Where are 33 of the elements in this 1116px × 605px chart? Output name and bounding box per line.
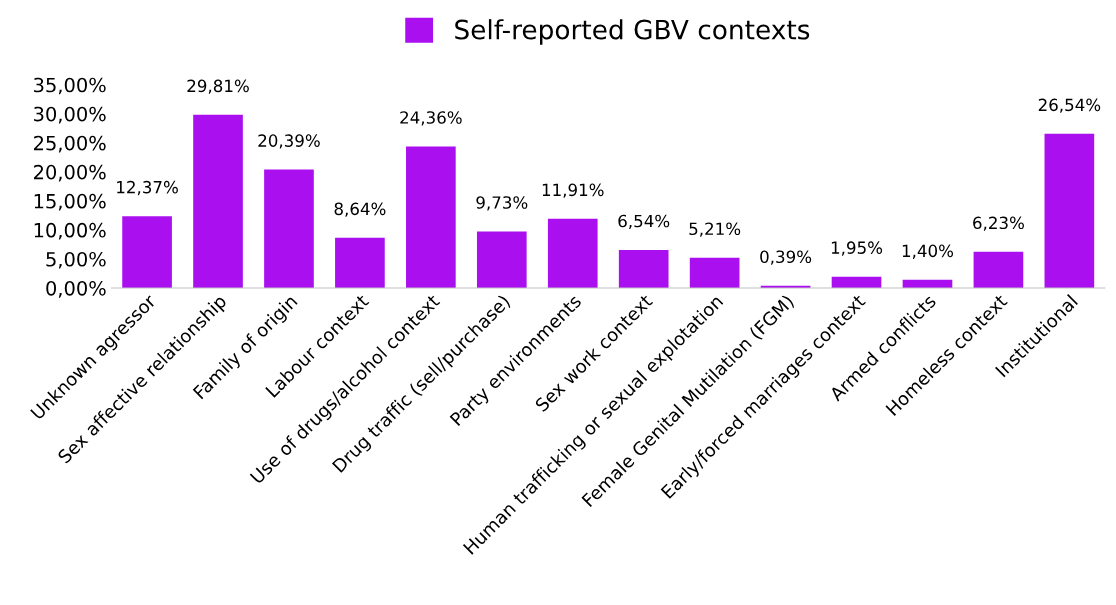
data-label: 26,54% xyxy=(1038,98,1101,113)
bar xyxy=(122,216,172,288)
data-label: 1,95% xyxy=(831,241,883,256)
y-tick-label: 15,00% xyxy=(34,193,106,211)
data-label: 0,39% xyxy=(760,250,812,265)
data-label: 6,54% xyxy=(618,214,670,230)
bar xyxy=(618,250,669,288)
data-label: 9,73% xyxy=(476,196,528,211)
data-label: 29,81% xyxy=(187,79,249,94)
bar xyxy=(973,251,1024,288)
bar xyxy=(264,169,314,288)
bar xyxy=(193,114,243,288)
bar xyxy=(689,257,740,288)
bar xyxy=(547,218,598,288)
bar xyxy=(335,237,385,288)
data-label: 24,36% xyxy=(400,111,462,126)
bar xyxy=(1044,133,1095,288)
data-label: 6,23% xyxy=(973,216,1024,231)
data-label: 20,39% xyxy=(258,134,320,149)
data-label: 1,40% xyxy=(902,244,954,259)
data-label: 12,37% xyxy=(117,180,178,196)
data-label: 5,21% xyxy=(689,222,741,237)
bar xyxy=(406,146,456,288)
y-tick-label: 30,00% xyxy=(34,106,106,124)
y-tick-label: 35,00% xyxy=(34,77,106,95)
y-tick-label: 10,00% xyxy=(34,222,106,240)
data-label: 8,64% xyxy=(334,202,386,217)
y-tick-label: 20,00% xyxy=(34,164,106,182)
bar xyxy=(476,231,527,288)
legend-label: Self-reported GBV contexts xyxy=(455,19,810,45)
y-tick-label: 5,00% xyxy=(46,251,106,269)
data-label: 11,91% xyxy=(542,183,604,198)
y-tick-label: 25,00% xyxy=(34,135,106,153)
